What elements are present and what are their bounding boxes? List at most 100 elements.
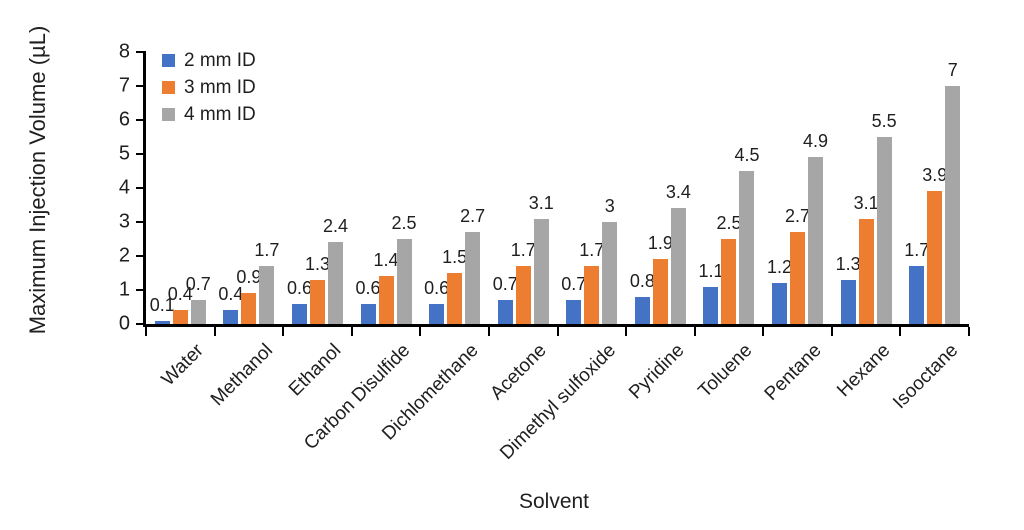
y-axis-tick [136,221,146,223]
x-category-label: Dimethyl sulfoxide [495,340,620,464]
bar [190,300,206,324]
x-category-label: Pentane [760,340,826,405]
bar [721,239,737,324]
bar-value-label: 1.2 [767,257,793,278]
x-axis-tick [556,327,559,336]
bar [858,218,874,324]
legend-item: 3 mm ID [162,74,256,101]
bar-value-label: 0.7 [185,274,211,295]
bar-value-label: 0.6 [286,277,312,298]
legend-item: 2 mm ID [162,47,256,74]
x-axis-tick [145,327,147,336]
bar [790,232,806,324]
x-category-label: Hexane [832,340,894,402]
bar [772,283,788,324]
bar-value-label: 0.1 [149,294,175,315]
legend-label: 3 mm ID [184,76,256,98]
bar [447,273,463,324]
bar [360,303,376,324]
x-category-label: Methanol [206,340,277,411]
y-axis-tick [136,255,146,257]
bar-value-label: 0.6 [424,277,450,298]
bar-value-label: 2.7 [785,206,811,227]
bar [584,266,600,324]
bar-value-label: 0.4 [167,284,193,305]
y-axis-tick [136,85,146,87]
x-axis-tick [350,327,353,336]
bar [515,266,531,324]
bar-value-label: 1.7 [904,240,930,261]
x-category-label: Isooctane [889,340,963,414]
bar-value-label: 7 [947,60,958,80]
bar-value-label: 2.7 [460,206,486,227]
y-tick-label: 0 [118,312,130,335]
y-axis-tick [136,119,146,121]
x-axis-tick [830,327,833,336]
bar [739,171,755,324]
bar [378,276,394,324]
y-axis-tick [136,51,146,53]
plot-area: 0 1 2 3 4 5 6 7 8 0.1 0.4 0.6 0.6 0.6 0.7 0.7 0.8 1.1 1.2 1… [119,41,970,464]
y-tick-label: 1 [118,278,130,301]
y-axis-title: Maximum Injection Volume (µL) [25,25,50,335]
bar-value-label: 2.4 [322,216,348,237]
bar-value-label: 1.7 [510,240,536,261]
bar-value-label: 4.5 [734,145,760,165]
bar-value-label: 3 [604,196,615,216]
bar [566,300,582,324]
bar-value-label: 3.4 [665,182,691,203]
bar [291,303,307,324]
bar-value-label: 2.5 [391,213,417,233]
y-tick-label: 6 [118,108,130,131]
legend-label: 4 mm ID [184,103,256,125]
bar-value-label: 0.7 [492,274,518,295]
legend-label: 2 mm ID [184,49,256,71]
bar [927,191,943,324]
legend-swatch [162,108,175,121]
legend: 2 mm ID 3 mm ID 4 mm ID [162,47,256,128]
y-tick-label: 4 [118,176,130,199]
bar [533,218,549,324]
x-axis-tick [419,327,422,336]
bar-value-label: 1.3 [835,253,861,274]
bar [634,296,650,324]
y-tick-label: 8 [118,40,130,63]
x-axis-tick [213,327,216,336]
y-axis-tick [136,187,146,189]
bar [241,293,257,324]
bar-value-label: 1.9 [647,233,673,254]
bar-value-label: 2.5 [716,213,742,233]
x-category-label: Pyridine [624,340,689,404]
bar-value-label: 1.7 [579,240,605,261]
bar-value-label: 0.7 [561,274,587,295]
bar [652,259,668,324]
x-axis-title: Solvent [518,490,590,513]
bar [327,242,343,324]
bar-value-label: 0.8 [629,270,655,291]
y-tick-label: 3 [118,210,130,233]
bar-value-label: 4.9 [803,131,829,152]
bar [223,310,239,324]
bar [808,157,824,324]
bar-value-label: 1.5 [442,247,468,267]
bar [670,208,686,324]
bar-value-label: 0.6 [355,277,381,298]
bar [945,86,961,324]
y-axis-tick [136,289,146,291]
bar [497,300,513,324]
x-category-label: Acetone [486,340,552,405]
legend-swatch [162,54,175,67]
bar-value-label: 3.1 [528,192,554,213]
bar [840,279,856,324]
bar-value-label: 1.7 [254,240,280,261]
y-tick-label: 7 [118,74,130,97]
x-axis-tick [762,327,765,336]
x-axis-tick [899,327,902,336]
bar-value-label: 3.1 [853,192,879,213]
x-category-label: Ethanol [284,340,346,401]
bar [309,279,325,324]
bar [429,303,445,324]
bar [703,286,719,324]
x-axis-tick [693,327,696,336]
x-axis-tick [968,327,970,336]
